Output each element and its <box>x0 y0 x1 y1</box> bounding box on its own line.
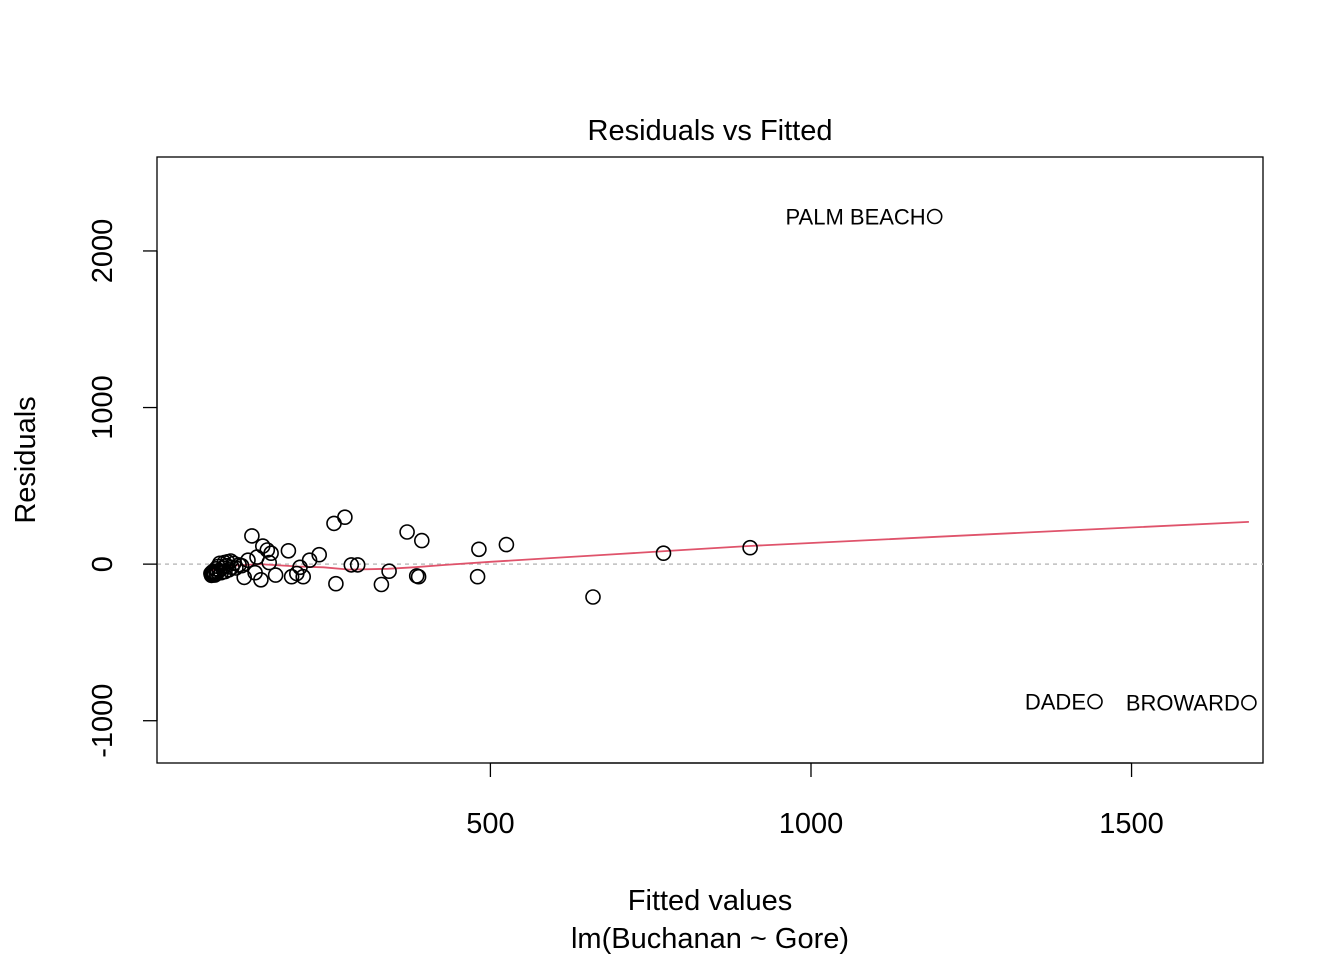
data-point <box>469 568 486 585</box>
y-axis: -1000 0 1000 2000 <box>87 219 158 758</box>
chart-title: Residuals vs Fitted <box>588 115 833 147</box>
x-axis: 500 1000 1500 <box>466 762 1164 840</box>
data-point <box>236 569 252 586</box>
outlier-labels: PALM BEACH DADE BROWARD <box>786 205 1240 716</box>
data-point <box>280 542 297 559</box>
data-point <box>267 567 284 583</box>
data-point <box>1241 694 1257 711</box>
data-point <box>1087 693 1103 710</box>
data-point <box>311 546 328 563</box>
data-point <box>259 542 276 558</box>
x-axis-sublabel: lm(Buchanan ~ Gore) <box>571 923 849 955</box>
data-point <box>381 563 397 580</box>
data-point <box>413 532 430 549</box>
data-point <box>343 557 360 573</box>
y-axis-label: Residuals <box>10 396 42 523</box>
data-point <box>337 509 353 526</box>
plot-frame <box>156 156 1264 764</box>
data-point <box>655 545 672 562</box>
outlier-label: PALM BEACH <box>786 205 926 230</box>
x-tick-label: 1500 <box>1099 808 1164 840</box>
data-point <box>410 568 427 585</box>
outlier-label: BROWARD <box>1126 691 1240 716</box>
y-tick-label: 0 <box>87 556 119 572</box>
x-tick-label: 500 <box>466 808 514 840</box>
data-point <box>349 557 366 573</box>
data-point <box>742 539 758 556</box>
x-axis-label: Fitted values <box>628 885 792 917</box>
data-point <box>399 524 415 540</box>
data-point <box>263 545 279 562</box>
data-point <box>244 528 260 544</box>
data-point <box>585 589 601 605</box>
data-point <box>926 208 943 225</box>
data-point <box>240 552 256 569</box>
data-point <box>254 538 271 554</box>
data-point <box>295 568 312 585</box>
data-point <box>471 541 487 558</box>
data-point <box>326 515 342 532</box>
data-point <box>301 552 318 569</box>
data-point <box>261 554 278 571</box>
y-tick-label: -1000 <box>87 684 119 758</box>
smoother-line <box>210 521 1249 572</box>
data-point <box>328 575 344 592</box>
data-point <box>498 536 515 553</box>
data-point <box>373 576 390 593</box>
x-tick-label: 1000 <box>779 808 844 840</box>
outlier-label: DADE <box>1025 690 1086 715</box>
data-point <box>253 571 269 588</box>
y-tick-label: 2000 <box>87 219 119 284</box>
y-tick-label: 1000 <box>87 375 119 440</box>
residual-points <box>203 208 1257 711</box>
